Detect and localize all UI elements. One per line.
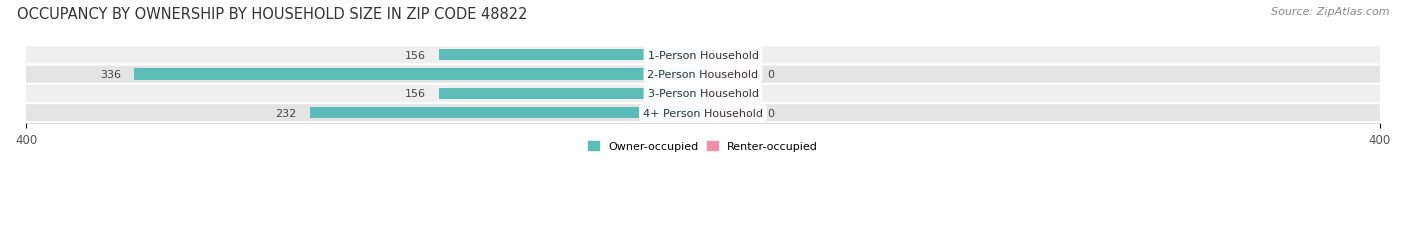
Legend: Owner-occupied, Renter-occupied: Owner-occupied, Renter-occupied bbox=[588, 141, 818, 151]
Text: 2-Person Household: 2-Person Household bbox=[647, 70, 759, 80]
Bar bbox=[703, 50, 711, 61]
Bar bbox=[439, 88, 703, 100]
FancyBboxPatch shape bbox=[27, 105, 1379, 122]
Text: Source: ZipAtlas.com: Source: ZipAtlas.com bbox=[1271, 7, 1389, 17]
Bar bbox=[703, 88, 720, 100]
FancyBboxPatch shape bbox=[27, 47, 1379, 64]
Bar bbox=[703, 69, 754, 80]
Text: OCCUPANCY BY OWNERSHIP BY HOUSEHOLD SIZE IN ZIP CODE 48822: OCCUPANCY BY OWNERSHIP BY HOUSEHOLD SIZE… bbox=[17, 7, 527, 22]
Text: 156: 156 bbox=[405, 89, 426, 99]
FancyBboxPatch shape bbox=[27, 66, 1379, 83]
Bar bbox=[311, 108, 703, 119]
Text: 0: 0 bbox=[768, 70, 775, 80]
Text: 156: 156 bbox=[405, 51, 426, 61]
Text: 336: 336 bbox=[100, 70, 121, 80]
Text: 0: 0 bbox=[768, 108, 775, 118]
Text: 10: 10 bbox=[734, 89, 748, 99]
FancyBboxPatch shape bbox=[27, 85, 1379, 103]
Text: 3-Person Household: 3-Person Household bbox=[648, 89, 758, 99]
Text: 5: 5 bbox=[725, 51, 733, 61]
Text: 4+ Person Household: 4+ Person Household bbox=[643, 108, 763, 118]
Bar bbox=[703, 108, 754, 119]
Text: 232: 232 bbox=[276, 108, 297, 118]
Bar bbox=[135, 69, 703, 80]
Bar bbox=[439, 50, 703, 61]
Text: 1-Person Household: 1-Person Household bbox=[648, 51, 758, 61]
